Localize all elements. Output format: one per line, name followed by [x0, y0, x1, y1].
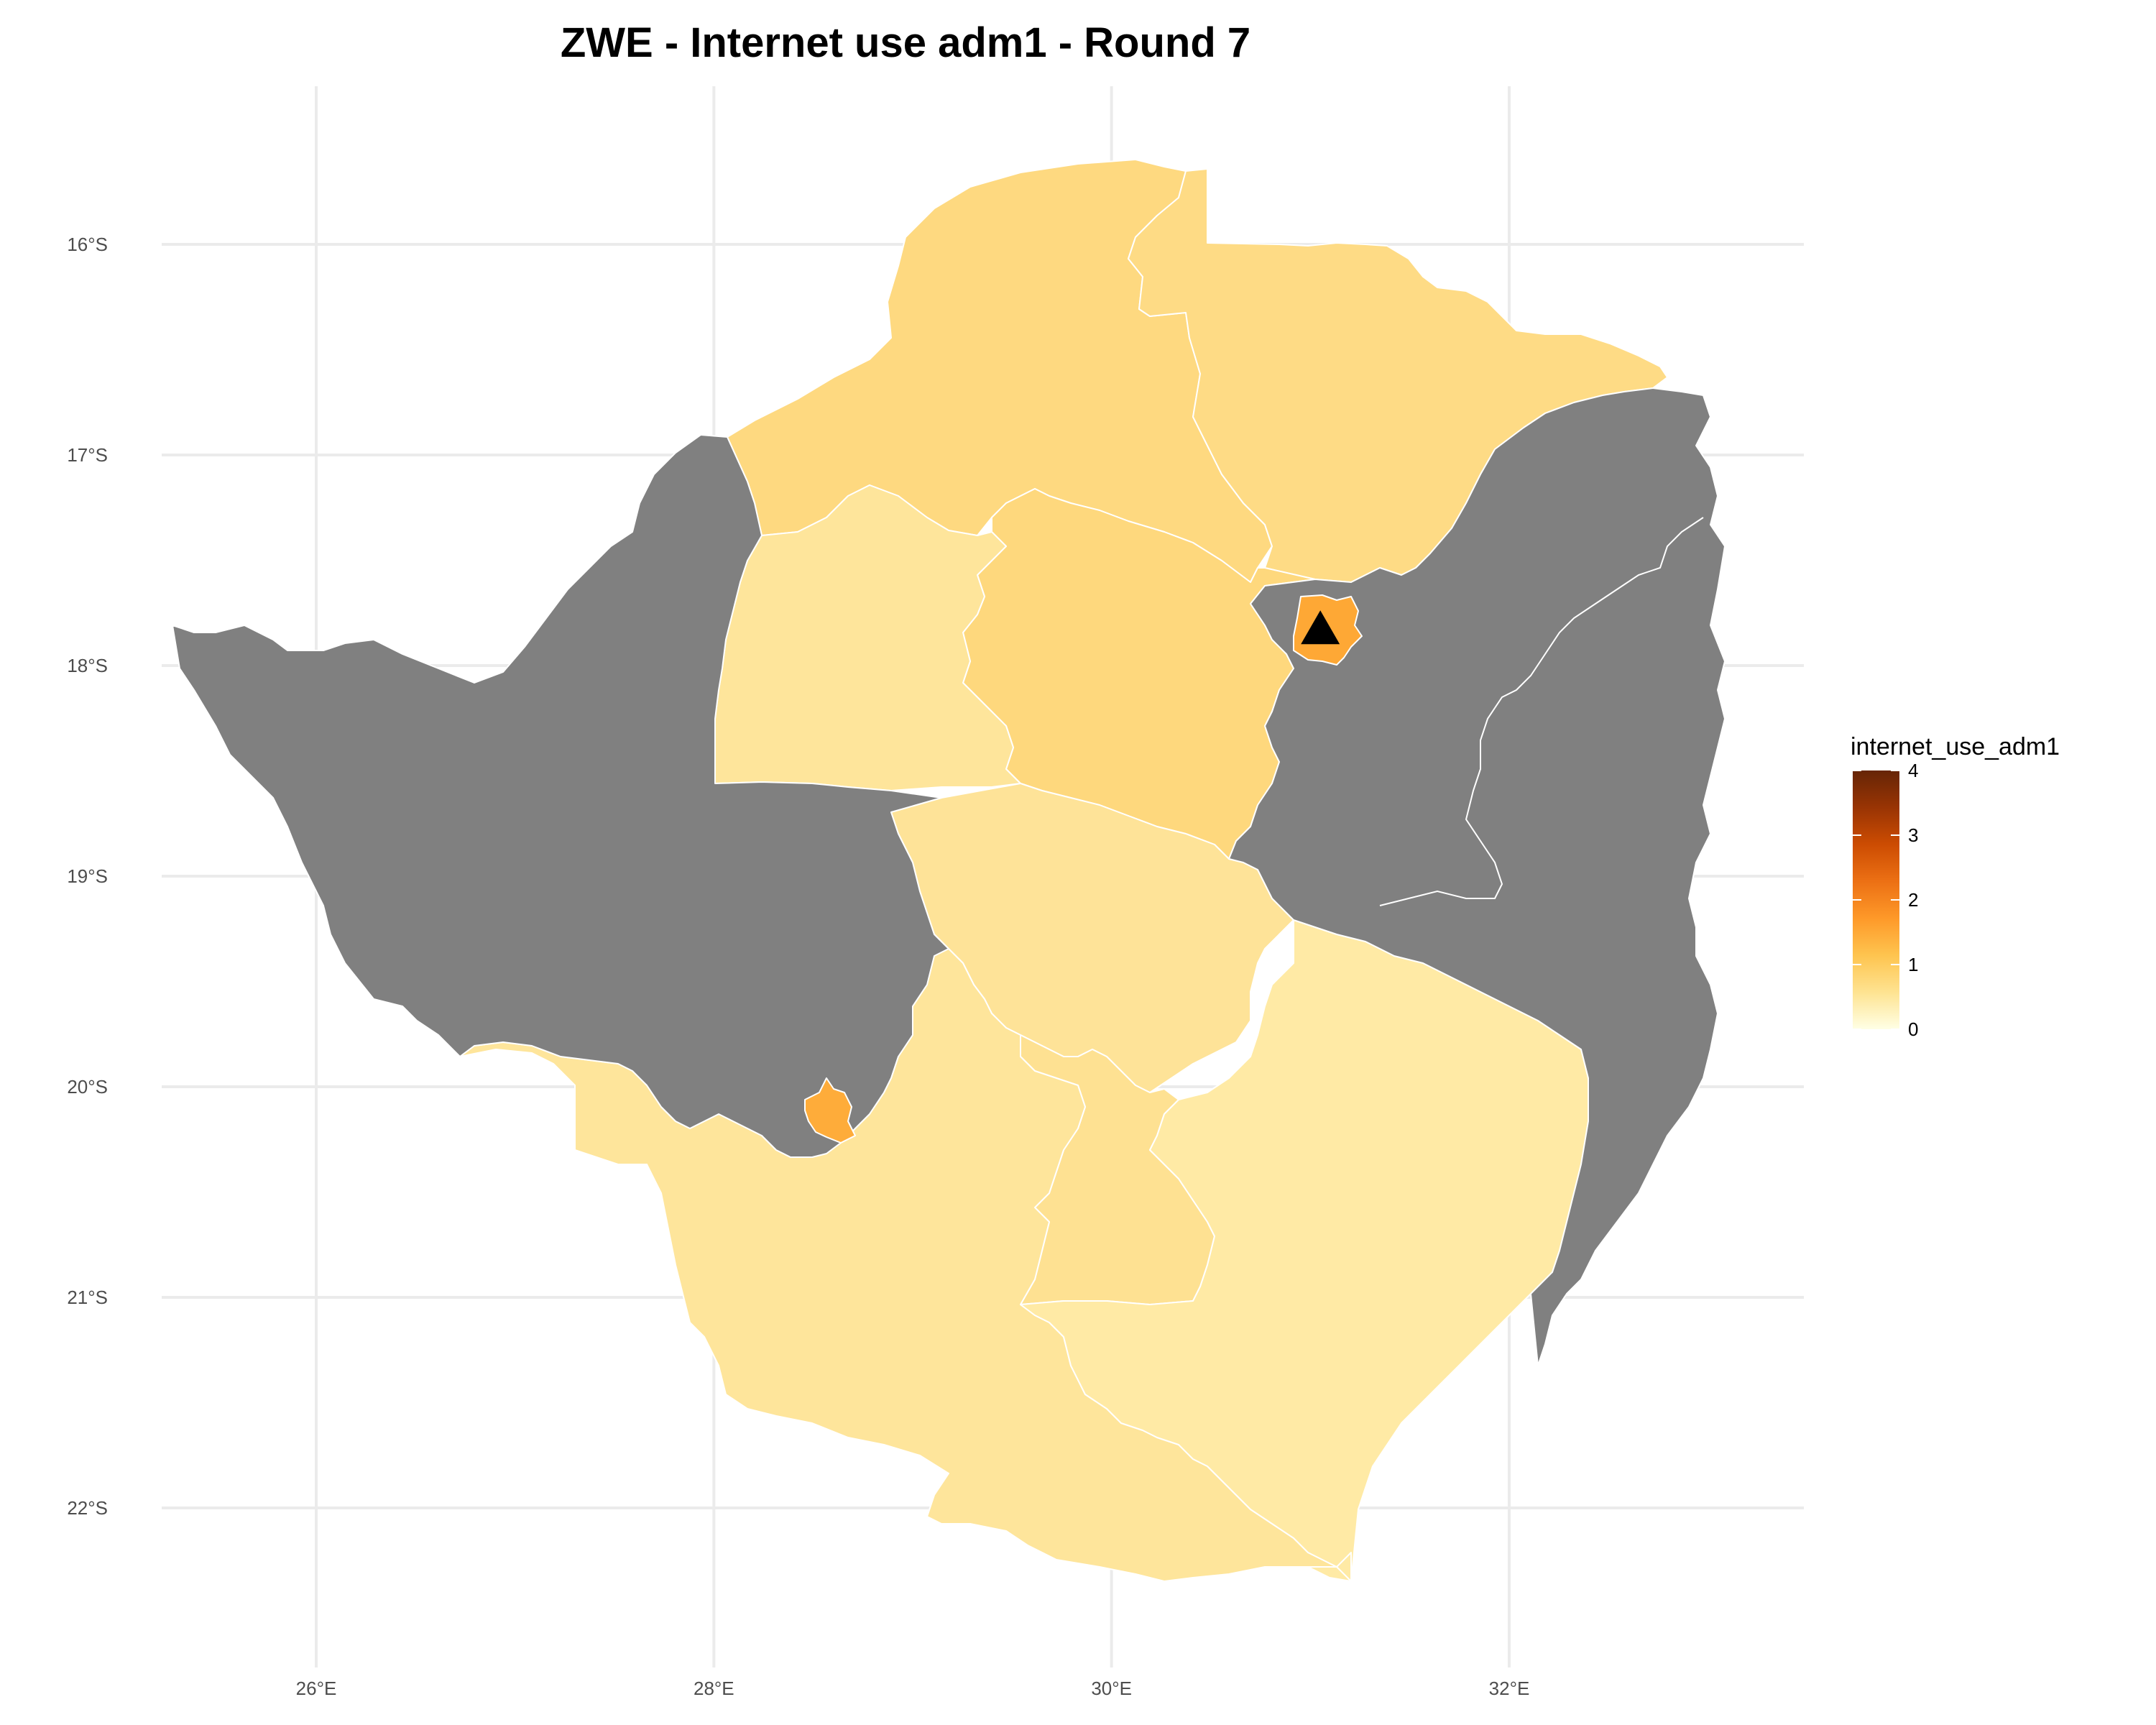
legend-tick-label: 4	[1908, 760, 1918, 781]
y-tick-label: 16°S	[67, 234, 108, 255]
region-east-internal-border	[1379, 517, 1704, 906]
region-southern-city[interactable]	[804, 1077, 856, 1144]
legend-tick-label: 0	[1908, 1018, 1918, 1040]
x-tick-label: 28°E	[694, 1678, 734, 1699]
y-tick-label: 20°S	[67, 1076, 108, 1098]
y-tick-label: 19°S	[67, 865, 108, 887]
legend-tick-label: 2	[1908, 889, 1918, 911]
x-tick-label: 32°E	[1489, 1678, 1530, 1699]
page-title: ZWE - Internet use adm1 - Round 7	[560, 19, 1251, 66]
y-tick-label: 21°S	[67, 1287, 108, 1308]
capital-marker-triangle-icon	[1301, 610, 1340, 645]
y-tick-label: 18°S	[67, 655, 108, 676]
region-west[interactable]	[172, 434, 949, 1158]
x-tick-label: 30°E	[1091, 1678, 1132, 1699]
legend: internet_use_adm1 0 1 2 3 4	[1851, 733, 2060, 1040]
legend-tick-label: 3	[1908, 824, 1918, 846]
legend-title: internet_use_adm1	[1851, 733, 2060, 760]
legend-ticks: 0 1 2 3 4	[1853, 760, 1918, 1040]
y-tick-label: 17°S	[67, 444, 108, 466]
region-layer	[172, 159, 1726, 1582]
legend-tick-label: 1	[1908, 954, 1918, 975]
x-tick-label: 26°E	[296, 1678, 337, 1699]
y-tick-label: 22°S	[67, 1497, 108, 1519]
